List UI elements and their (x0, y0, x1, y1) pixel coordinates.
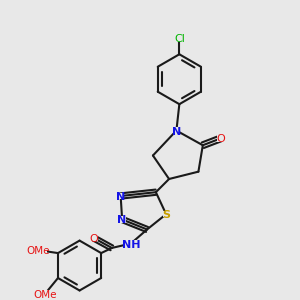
Text: O: O (90, 234, 99, 244)
Text: Cl: Cl (174, 34, 185, 44)
FancyBboxPatch shape (217, 135, 224, 142)
FancyBboxPatch shape (91, 235, 98, 242)
Text: NH: NH (122, 239, 140, 250)
Text: S: S (162, 210, 170, 220)
Text: OMe: OMe (26, 246, 50, 256)
FancyBboxPatch shape (36, 290, 53, 298)
Text: O: O (216, 134, 225, 145)
FancyBboxPatch shape (125, 240, 136, 247)
Text: OMe: OMe (33, 290, 56, 300)
Text: N: N (116, 192, 125, 202)
FancyBboxPatch shape (118, 216, 126, 223)
FancyBboxPatch shape (173, 127, 180, 134)
Text: N: N (172, 127, 181, 136)
FancyBboxPatch shape (173, 34, 185, 42)
FancyBboxPatch shape (117, 193, 124, 199)
Text: N: N (118, 215, 127, 226)
FancyBboxPatch shape (29, 247, 46, 254)
FancyBboxPatch shape (163, 211, 170, 217)
